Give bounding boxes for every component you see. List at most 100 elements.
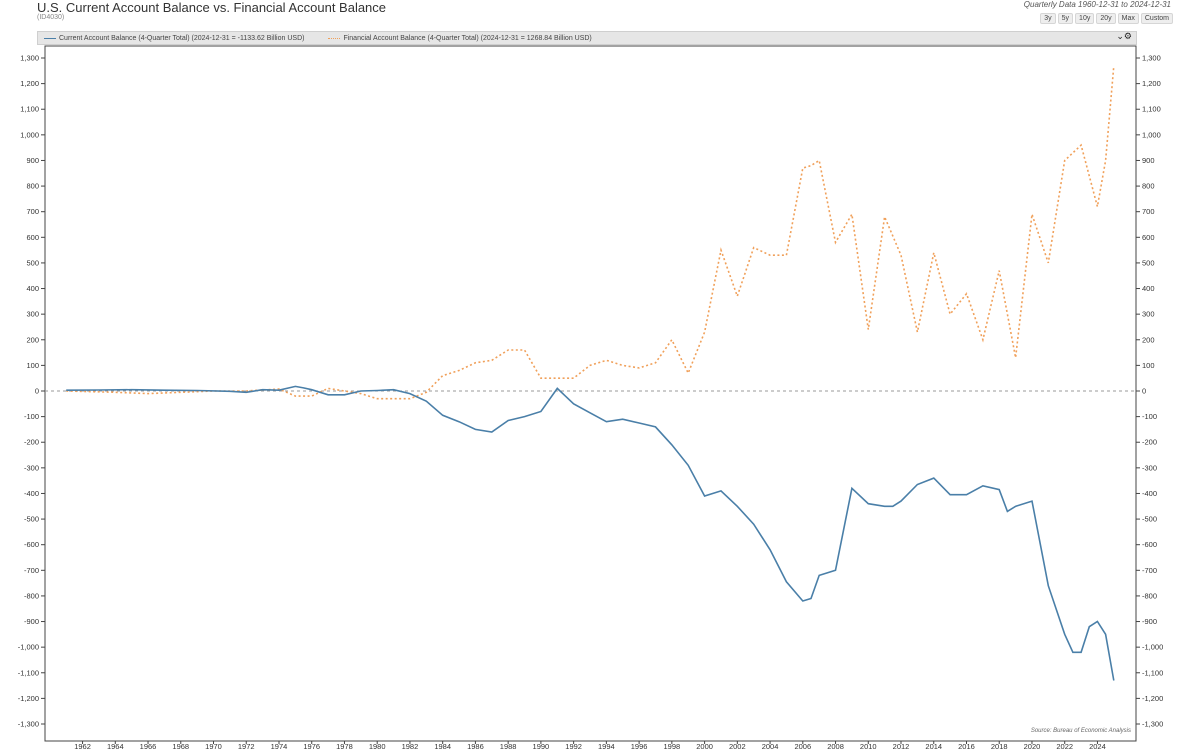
x-tick-label: 1968 [172, 742, 189, 749]
y-tick-label-left: 500 [26, 258, 39, 267]
y-tick-label-right: -200 [1142, 438, 1157, 447]
y-tick-label-left: 1,000 [20, 130, 39, 139]
y-tick-label-right: 300 [1142, 310, 1155, 319]
y-tick-label-right: -1,000 [1142, 643, 1163, 652]
chart-title: U.S. Current Account Balance vs. Financi… [37, 0, 387, 15]
x-tick-label: 1980 [369, 742, 386, 749]
legend-swatch-dashed [328, 37, 341, 39]
y-tick-label-left: 400 [26, 284, 39, 293]
x-tick-label: 2024 [1089, 742, 1106, 749]
x-tick-label: 1974 [271, 742, 288, 749]
y-tick-label-right: 600 [1142, 233, 1155, 242]
y-tick-label-right: 1,300 [1142, 54, 1161, 63]
y-tick-label-left: -500 [24, 515, 39, 524]
y-tick-label-left: -1,000 [18, 643, 39, 652]
x-tick-label: 1972 [238, 742, 255, 749]
range-button-20y[interactable]: 20y [1096, 13, 1116, 24]
series-current-account [66, 385, 1115, 681]
y-tick-label-left: -800 [24, 591, 39, 600]
y-tick-label-right: 0 [1142, 387, 1146, 396]
y-tick-label-right: 700 [1142, 207, 1155, 216]
x-tick-label: 2020 [1024, 742, 1041, 749]
y-tick-label-right: 1,000 [1142, 130, 1161, 139]
x-tick-label: 1962 [74, 742, 91, 749]
x-tick-label: 1994 [598, 742, 615, 749]
y-tick-label-right: -500 [1142, 515, 1157, 524]
y-tick-label-right: -400 [1142, 489, 1157, 498]
y-tick-label-left: 1,100 [20, 105, 39, 114]
x-tick-label: 1990 [533, 742, 550, 749]
x-tick-label: 1978 [336, 742, 353, 749]
x-tick-label: 2014 [925, 742, 942, 749]
range-button-max[interactable]: Max [1117, 13, 1139, 24]
y-tick-label-right: 1,100 [1142, 105, 1161, 114]
range-button-custom[interactable]: Custom [1140, 13, 1173, 24]
y-tick-label-left: 600 [26, 233, 39, 242]
y-tick-label-left: -600 [24, 540, 39, 549]
x-tick-label: 2012 [893, 742, 910, 749]
y-tick-label-left: -900 [24, 617, 39, 626]
legend-item-current-account[interactable]: Current Account Balance (4-Quarter Total… [44, 35, 304, 42]
y-tick-label-left: -700 [24, 566, 39, 575]
y-tick-label-right: 100 [1142, 361, 1155, 370]
x-tick-label: 1976 [303, 742, 320, 749]
y-tick-label-left: -1,200 [18, 694, 39, 703]
x-tick-label: 1964 [107, 742, 124, 749]
x-tick-label: 1998 [664, 742, 681, 749]
legend-item-financial-account[interactable]: Financial Account Balance (4-Quarter Tot… [328, 35, 592, 42]
x-tick-label: 1984 [434, 742, 451, 749]
y-tick-label-right: 900 [1142, 156, 1155, 165]
x-tick-label: 2006 [794, 742, 811, 749]
y-tick-label-right: 1,200 [1142, 79, 1161, 88]
legend-label-current-account: Current Account Balance (4-Quarter Total… [59, 34, 305, 42]
y-tick-label-left: 1,300 [20, 54, 39, 63]
y-tick-label-left: 800 [26, 182, 39, 191]
y-tick-label-right: -900 [1142, 617, 1157, 626]
x-tick-label: 2010 [860, 742, 877, 749]
y-tick-label-left: -200 [24, 438, 39, 447]
x-tick-label: 2018 [991, 742, 1008, 749]
y-tick-label-right: 500 [1142, 258, 1155, 267]
x-tick-label: 2016 [958, 742, 975, 749]
x-tick-label: 1966 [140, 742, 157, 749]
legend: Current Account Balance (4-Quarter Total… [37, 31, 1137, 45]
y-tick-label-left: -1,300 [18, 720, 39, 729]
x-tick-label: 1988 [500, 742, 517, 749]
series-financial-account [66, 65, 1115, 400]
y-tick-label-right: -1,300 [1142, 720, 1163, 729]
x-tick-label: 2008 [827, 742, 844, 749]
y-tick-label-right: -100 [1142, 412, 1157, 421]
chart-settings-icon[interactable]: ⌄⚙ [1116, 31, 1132, 41]
y-tick-label-left: -400 [24, 489, 39, 498]
y-tick-label-left: -300 [24, 463, 39, 472]
y-tick-label-left: 1,200 [20, 79, 39, 88]
range-button-3y[interactable]: 3y [1040, 13, 1056, 24]
range-button-10y[interactable]: 10y [1075, 13, 1095, 24]
x-tick-label: 1986 [467, 742, 484, 749]
y-tick-label-right: 400 [1142, 284, 1155, 293]
x-tick-label: 2004 [762, 742, 779, 749]
x-tick-label: 2002 [729, 742, 746, 749]
y-tick-label-left: 0 [35, 387, 39, 396]
y-tick-label-left: 100 [26, 361, 39, 370]
y-tick-label-left: 300 [26, 310, 39, 319]
y-tick-label-right: -1,100 [1142, 668, 1163, 677]
x-tick-label: 1970 [205, 742, 222, 749]
x-tick-label: 2000 [696, 742, 713, 749]
y-tick-label-left: 700 [26, 207, 39, 216]
y-tick-label-right: -800 [1142, 591, 1157, 600]
source-note: Source: Bureau of Economic Analysis [1030, 728, 1131, 734]
range-button-5y[interactable]: 5y [1057, 13, 1074, 24]
date-range-label: Quarterly Data 1960-12-31 to 2024-12-31 [1023, 0, 1171, 9]
y-tick-label-left: -100 [24, 412, 39, 421]
chart-series-id: (ID4030) [37, 14, 65, 21]
y-tick-label-left: 900 [26, 156, 39, 165]
y-tick-label-right: -700 [1142, 566, 1157, 575]
x-tick-label: 1992 [565, 742, 582, 749]
x-tick-label: 1996 [631, 742, 648, 749]
plot-frame [44, 45, 1137, 742]
y-tick-label-left: -1,100 [18, 668, 39, 677]
x-tick-label: 1982 [402, 742, 419, 749]
y-tick-label-right: -300 [1142, 463, 1157, 472]
